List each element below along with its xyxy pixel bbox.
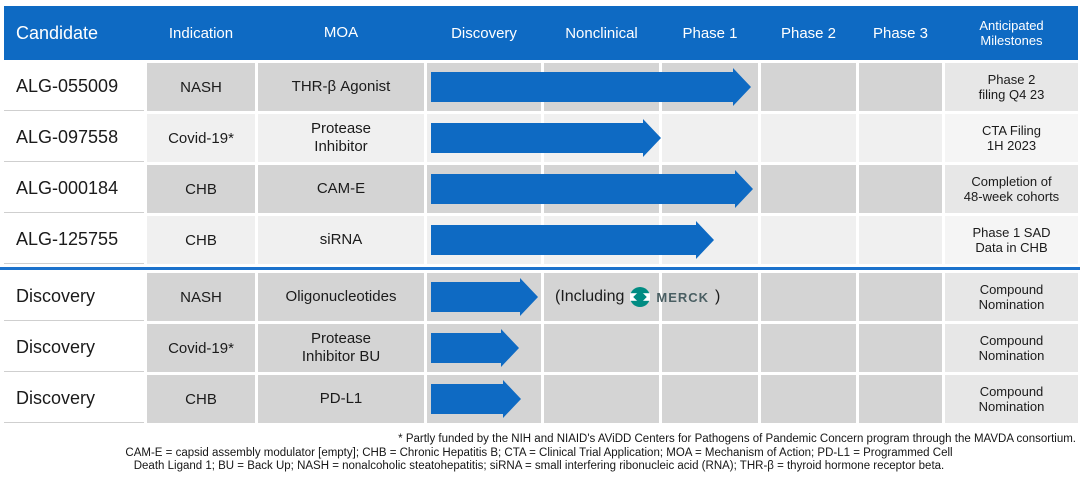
including-text: (Including [555, 288, 625, 305]
candidate-cell: ALG-000184 [4, 165, 144, 213]
phase-cell-nonclinical [544, 324, 659, 372]
phase-track [427, 63, 942, 111]
candidate-cell: ALG-097558 [4, 114, 144, 162]
progress-arrow-icon [431, 380, 521, 418]
indication-cell: CHB [147, 375, 255, 423]
phase-cell-phase2 [761, 114, 856, 162]
moa-cell: THR-β Agonist [258, 63, 424, 111]
phase-track: (Including MERCK ) [427, 273, 942, 321]
indication-cell: Covid-19* [147, 114, 255, 162]
section-divider-line [0, 267, 1080, 270]
phase-cell-phase3 [859, 273, 942, 321]
milestone-cell: Compound Nomination [945, 273, 1078, 321]
phase-cell-phase2 [761, 216, 856, 264]
phase-cell-phase3 [859, 165, 942, 213]
indication-cell: CHB [147, 216, 255, 264]
phase-cell-phase3 [859, 114, 942, 162]
phase-cell-phase3 [859, 63, 942, 111]
header-phase-1: Phase 1 [682, 24, 738, 42]
phase-cell-phase3 [859, 324, 942, 372]
milestone-cell: Phase 2 filing Q4 23 [945, 63, 1078, 111]
indication-cell: CHB [147, 165, 255, 213]
candidate-cell: Discovery [4, 324, 144, 372]
milestone-cell: Completion of 48-week cohorts [945, 165, 1078, 213]
header-candidate: Candidate [16, 22, 99, 43]
table-header-row: Candidate Indication MOA Discovery Noncl… [4, 6, 1078, 60]
progress-arrow-icon [431, 278, 538, 316]
phase-cell-phase3 [859, 375, 942, 423]
progress-arrow-icon [431, 119, 661, 157]
footnotes: * Partly funded by the NIH and NIAID's A… [0, 433, 1078, 474]
table-row-discovery-nash: Discovery NASH Oligonucleotides (Includi… [4, 273, 1078, 321]
phase-track [427, 165, 942, 213]
moa-cell: Protease Inhibitor [258, 114, 424, 162]
phase-cell-phase2 [761, 273, 856, 321]
phase-cell-phase1 [662, 375, 758, 423]
indication-cell: Covid-19* [147, 324, 255, 372]
closing-paren: ) [715, 288, 721, 305]
phase-cell-phase2 [761, 63, 856, 111]
phase-cell-phase2 [761, 324, 856, 372]
table-row-alg-125755: ALG-125755 CHB siRNA Phase 1 SAD Data in… [4, 216, 1078, 264]
merck-partnership-note: (Including MERCK ) [555, 273, 720, 321]
candidate-cell: ALG-055009 [4, 63, 144, 111]
header-discovery: Discovery [451, 24, 517, 42]
phase-track [427, 216, 942, 264]
moa-cell: PD-L1 [258, 375, 424, 423]
phase-cell-phase1 [662, 273, 758, 321]
indication-cell: NASH [147, 273, 255, 321]
merck-logo-icon [630, 287, 651, 307]
phase-cell-phase2 [761, 165, 856, 213]
milestone-cell: CTA Filing 1H 2023 [945, 114, 1078, 162]
merck-wordmark: MERCK [656, 289, 710, 305]
progress-arrow-icon [431, 170, 753, 208]
header-phase-2: Phase 2 [780, 24, 837, 42]
header-nonclinical: Nonclinical [565, 24, 638, 42]
milestone-cell: Phase 1 SAD Data in CHB [945, 216, 1078, 264]
header-anticipated-milestones: Anticipated Milestones [979, 18, 1044, 48]
pipeline-table: Candidate Indication MOA Discovery Noncl… [0, 6, 1080, 423]
table-row-discovery-covid: Discovery Covid-19* Protease Inhibitor B… [4, 324, 1078, 372]
phase-track [427, 114, 942, 162]
moa-cell: CAM-E [258, 165, 424, 213]
moa-cell: siRNA [258, 216, 424, 264]
candidate-cell: Discovery [4, 375, 144, 423]
phase-track [427, 324, 942, 372]
milestone-cell: Compound Nomination [945, 375, 1078, 423]
phase-track [427, 375, 942, 423]
milestone-cell: Compound Nomination [945, 324, 1078, 372]
phase-cell-phase2 [761, 375, 856, 423]
phase-cell-phase1 [662, 114, 758, 162]
candidate-cell: ALG-125755 [4, 216, 144, 264]
moa-cell: Oligonucleotides [258, 273, 424, 321]
header-phase-3: Phase 3 [872, 24, 929, 42]
progress-arrow-icon [431, 68, 751, 106]
table-row-alg-000184: ALG-000184 CHB CAM-E Completion of 48-we… [4, 165, 1078, 213]
indication-cell: NASH [147, 63, 255, 111]
header-moa: MOA [323, 24, 359, 41]
phase-cell-phase1 [662, 324, 758, 372]
table-row-discovery-chb: Discovery CHB PD-L1 Compound Nomination [4, 375, 1078, 423]
footnote-funding: * Partly funded by the NIH and NIAID's A… [398, 433, 1076, 445]
candidate-cell: Discovery [4, 273, 144, 321]
footnote-abbreviations-2: Death Ligand 1; BU = Back Up; NASH = non… [133, 460, 945, 472]
progress-arrow-icon [431, 221, 714, 259]
table-row-alg-097558: ALG-097558 Covid-19* Protease Inhibitor … [4, 114, 1078, 162]
table-row-alg-055009: ALG-055009 NASH THR-β Agonist Phase 2 fi… [4, 63, 1078, 111]
header-indication: Indication [168, 24, 234, 42]
phase-cell-phase3 [859, 216, 942, 264]
progress-arrow-icon [431, 329, 519, 367]
footnote-abbreviations-1: CAM-E = capsid assembly modulator [empty… [125, 446, 953, 459]
phase-cell-nonclinical [544, 375, 659, 423]
moa-cell: Protease Inhibitor BU [258, 324, 424, 372]
